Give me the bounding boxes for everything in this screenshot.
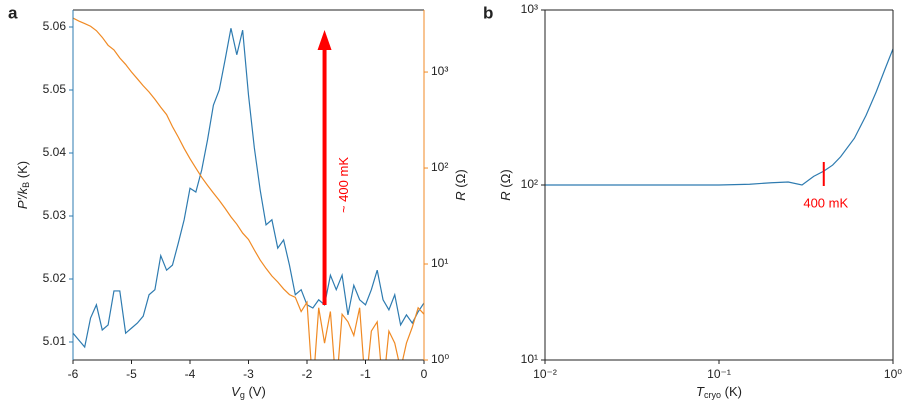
y-axis-label-sub: B — [21, 182, 31, 188]
x-tick-label: -2 — [302, 367, 313, 381]
y2-tick-label: 10² — [431, 160, 448, 174]
y-axis-label: P′/kB (K) — [15, 161, 31, 209]
x-axis-label: Tcryo (K) — [696, 384, 742, 400]
y2-axis-label-main: R — [453, 191, 468, 200]
y-tick-label: 5.06 — [43, 19, 67, 33]
panel-label: b — [483, 3, 493, 22]
x-tick-label: 10⁰ — [884, 367, 902, 381]
y2-axis-label-rest: (Ω) — [453, 169, 468, 191]
x-axis-label-rest: (V) — [245, 384, 266, 399]
panel-label: a — [8, 3, 18, 22]
y-axis-label: R (Ω) — [498, 169, 513, 200]
x-tick-label: 0 — [421, 367, 428, 381]
x-tick-label: -3 — [243, 367, 254, 381]
y2-axis-label: R (Ω) — [453, 169, 468, 200]
data-line — [545, 48, 893, 186]
x-axis-label: Vg (V) — [231, 384, 266, 400]
x-axis-label-main: V — [231, 384, 241, 399]
annotation: 400 mK — [803, 195, 848, 210]
y-tick-label: 10² — [521, 177, 538, 191]
y-tick-label: 5.04 — [43, 145, 67, 159]
x-axis-label-sub: cryo — [704, 390, 721, 400]
y2-tick-label: 10¹ — [431, 256, 448, 270]
y-axis-label-main: P′/k — [15, 186, 30, 209]
x-axis-label-rest: (K) — [721, 384, 742, 399]
y-tick-label: 5.03 — [43, 208, 67, 222]
y2-tick-label: 10⁰ — [431, 352, 449, 366]
y-axis-label-main: R — [498, 191, 513, 200]
x-tick-label: 10⁻² — [533, 367, 557, 381]
x-axis-label-main: T — [696, 384, 705, 399]
y-tick-label: 5.05 — [43, 82, 67, 96]
x-tick-label: -1 — [360, 367, 371, 381]
y2-tick-label: 10³ — [431, 64, 448, 78]
arrow-head — [317, 30, 332, 50]
y-axis-label-rest: (K) — [15, 161, 30, 182]
annotation: ~ 400 mK — [336, 157, 351, 213]
data-line — [73, 17, 424, 360]
x-axis-label-sub: g — [240, 390, 245, 400]
data-line — [73, 28, 424, 349]
y-tick-label: 5.02 — [43, 271, 67, 285]
y-tick-label: 10¹ — [521, 352, 538, 366]
x-tick-label: -4 — [185, 367, 196, 381]
y-axis-label-rest: (Ω) — [498, 169, 513, 191]
x-tick-label: -5 — [126, 367, 137, 381]
y-tick-label: 10³ — [521, 2, 538, 16]
x-tick-label: -6 — [68, 367, 79, 381]
x-tick-label: 10⁻¹ — [707, 367, 731, 381]
y-tick-label: 5.01 — [43, 334, 67, 348]
